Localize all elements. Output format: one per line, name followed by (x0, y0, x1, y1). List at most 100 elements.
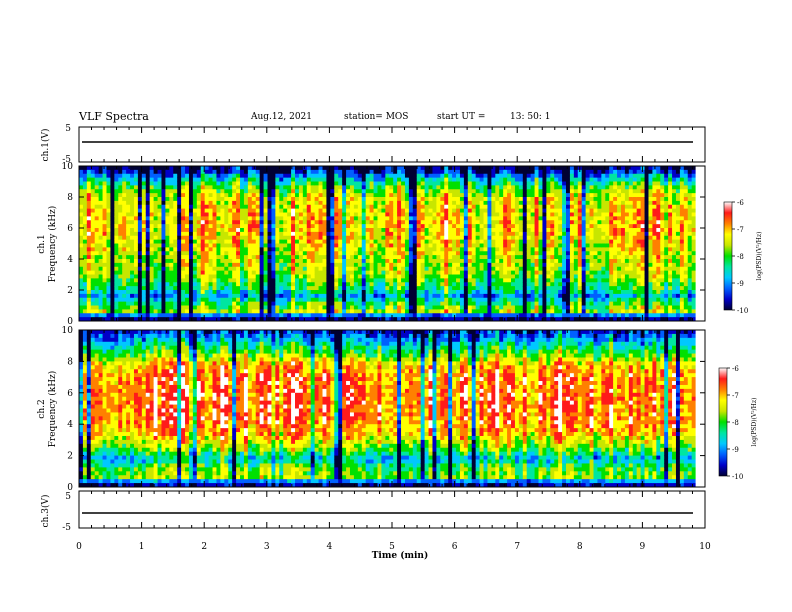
spectrogram-cell (232, 305, 237, 310)
spectrogram-cell (432, 270, 437, 275)
spectrogram-cell (471, 313, 477, 318)
spectrogram-cell (251, 189, 257, 194)
spectrogram-cell (530, 293, 535, 299)
spectrogram-cell (554, 239, 559, 244)
spectrogram-cell (377, 259, 382, 264)
spectrogram-cell (479, 290, 484, 295)
spectrogram-cell (456, 173, 461, 179)
spectrogram-cell (499, 177, 504, 182)
spectrogram-cell (204, 247, 210, 252)
spectrogram-cell (255, 173, 261, 179)
spectrogram-cell (153, 173, 158, 179)
spectrogram-cell (188, 301, 194, 306)
spectrogram-cell (479, 231, 484, 237)
spectrogram-cell (259, 220, 264, 225)
spectrogram-cell (310, 212, 316, 217)
spectrogram-cell (342, 177, 347, 182)
spectrogram-cell (251, 259, 257, 264)
spectrogram-cell (349, 193, 355, 198)
spectrogram-cell (130, 212, 135, 217)
spectrogram-cell (98, 189, 103, 194)
spectrogram-cell (338, 243, 343, 248)
spectrogram-cell (404, 286, 410, 291)
spectrogram-cell (495, 169, 500, 175)
spectrogram-cell (554, 286, 559, 291)
spectrogram-cell (342, 309, 347, 314)
spectrogram-cell (369, 181, 374, 186)
spectrogram-cell (408, 204, 414, 210)
spectrogram-cell (263, 266, 268, 272)
spectrogram-cell (153, 255, 158, 260)
spectrogram-cell (428, 216, 433, 221)
spectrogram-cell (334, 185, 339, 190)
spectrogram-cell (220, 231, 225, 237)
spectrogram-cell (283, 193, 288, 198)
spectrogram-cell (369, 235, 374, 241)
spectrogram-cell (318, 220, 323, 225)
spectrogram-cell (377, 293, 382, 299)
spectrogram-cell (487, 282, 492, 287)
spectrogram-cell (251, 208, 257, 213)
spectrogram-cell (283, 251, 288, 256)
spectrogram-cell (550, 193, 555, 198)
spectrogram-cell (291, 297, 296, 303)
spectrogram-cell (94, 313, 100, 318)
spectrogram-cell (161, 313, 166, 318)
spectrogram-cell (298, 301, 304, 306)
spectrogram-cell (220, 228, 225, 233)
spectrogram-cell (173, 313, 178, 318)
spectrogram-cell (192, 185, 198, 190)
spectrogram-cell (322, 305, 327, 310)
spectrogram-cell (456, 247, 461, 252)
spectrogram-cell (259, 177, 264, 182)
spectrogram-cell (507, 200, 512, 206)
spectrogram-cell (499, 262, 504, 268)
spectrogram-cell (397, 317, 402, 322)
spectrogram-cell (487, 301, 492, 306)
spectrogram-cell (530, 290, 535, 295)
spectrogram-cell (165, 166, 170, 171)
spectrogram-cell (86, 212, 92, 217)
spectrogram-cell (389, 228, 394, 233)
spectrogram-cell (232, 266, 237, 272)
spectrogram-cell (475, 204, 480, 210)
spectrogram-cell (98, 177, 103, 182)
spectrogram-cell (165, 305, 170, 310)
spectrogram-cell (102, 270, 107, 275)
spectrogram-cell (196, 177, 202, 182)
spectrogram-cell (275, 282, 280, 287)
spectrogram-cell (353, 200, 359, 206)
spectrogram-cell (165, 270, 170, 275)
spectrogram-cell (322, 177, 327, 182)
spectrogram-cell (357, 173, 363, 179)
spectrogram-cell (338, 251, 343, 256)
spectrogram-cell (479, 208, 484, 213)
spectrogram-cell (448, 293, 453, 299)
spectrogram-cell (448, 309, 453, 314)
spectrogram-cell (463, 173, 469, 179)
spectrogram-cell (86, 274, 92, 279)
spectrogram-cell (255, 212, 261, 217)
spectrogram-cell (204, 305, 210, 310)
spectrogram-cell (114, 239, 119, 244)
spectrogram-cell (133, 290, 139, 295)
spectrogram-cell (389, 243, 394, 248)
spectrogram-cell (330, 197, 335, 202)
spectrogram-cell (381, 309, 386, 314)
spectrogram-cell (212, 293, 217, 299)
spectrogram-cell (130, 239, 135, 244)
spectrogram-cell (487, 243, 492, 248)
spectrogram-cell (373, 290, 378, 295)
spectrogram-cell (514, 309, 520, 314)
spectrogram-cell (114, 228, 119, 233)
spectrogram-cell (220, 274, 225, 279)
spectrogram-cell (188, 231, 194, 237)
spectrogram-cell (401, 243, 406, 248)
spectrogram-cell (82, 293, 88, 299)
spectrogram-cell (393, 317, 398, 322)
spectrogram-cell (302, 189, 308, 194)
spectrogram-cell (369, 305, 374, 310)
spectrogram-cell (499, 255, 504, 260)
spectrogram-cell (310, 297, 316, 303)
spectrogram-cell (106, 290, 111, 295)
